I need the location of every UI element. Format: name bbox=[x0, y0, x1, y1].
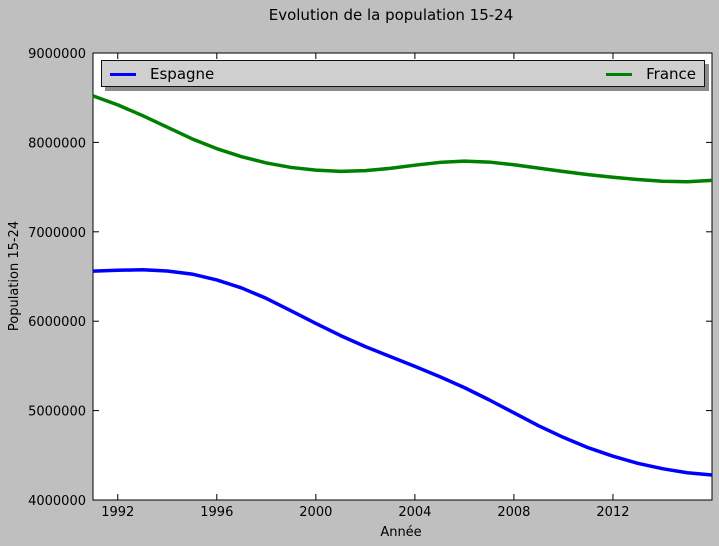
legend-item-espagne: Espagne bbox=[110, 65, 214, 83]
legend-line-espagne bbox=[110, 72, 136, 76]
series-line-france bbox=[92, 94, 713, 184]
series-line-espagne bbox=[92, 268, 713, 477]
y-axis-ticks: 4000000 5000000 6000000 7000000 8000000 90000… bbox=[28, 47, 712, 509]
chart-title: Evolution de la population 15-24 bbox=[269, 6, 514, 24]
x-axis-label: Année bbox=[380, 525, 421, 540]
y-tick-label: 8000000 bbox=[28, 136, 86, 151]
legend-label-espagne: Espagne bbox=[150, 65, 215, 83]
legend-line-france bbox=[606, 72, 633, 76]
y-axis-label: Population 15-24 bbox=[7, 221, 22, 331]
x-tick-label: 2004 bbox=[398, 505, 431, 520]
y-tick-label: 9000000 bbox=[28, 47, 86, 62]
x-tick-label: 2000 bbox=[299, 505, 332, 520]
y-tick-label: 6000000 bbox=[28, 315, 86, 330]
legend-label-france: France bbox=[646, 65, 696, 83]
y-tick-label: 7000000 bbox=[28, 226, 86, 241]
x-tick-label: 1992 bbox=[101, 505, 134, 520]
x-tick-label: 2008 bbox=[497, 505, 530, 520]
y-tick-label: 5000000 bbox=[28, 405, 86, 420]
legend: Espagne France bbox=[101, 60, 705, 87]
series-layer bbox=[92, 94, 713, 477]
plot-area bbox=[92, 52, 713, 501]
x-axis-ticks: 1992 1996 2000 2004 2008 2012 bbox=[101, 53, 630, 520]
legend-item-france: France bbox=[606, 65, 696, 83]
x-tick-label: 2012 bbox=[596, 505, 629, 520]
y-tick-label: 4000000 bbox=[28, 494, 86, 509]
x-tick-label: 1996 bbox=[200, 505, 233, 520]
